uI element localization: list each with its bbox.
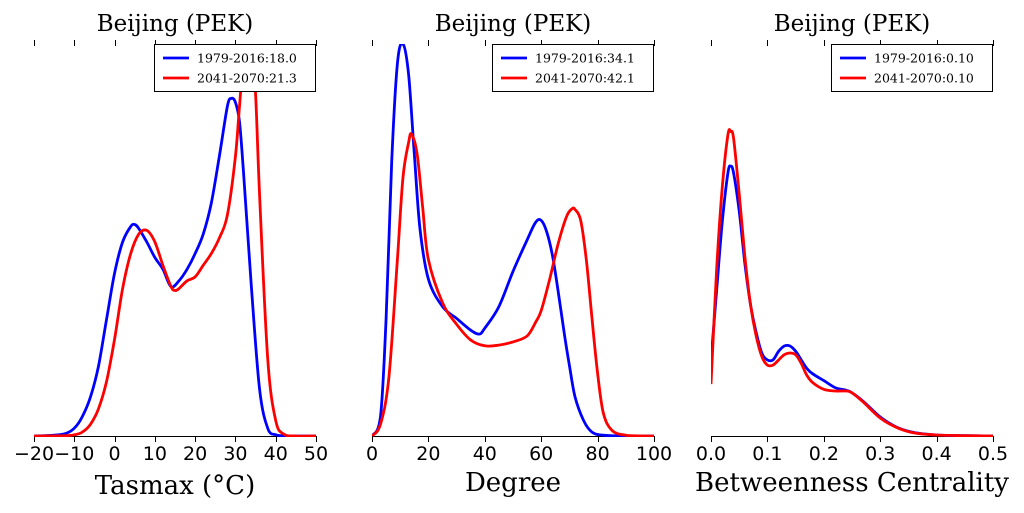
- chart-panel-2: Beijing (PEK) 0 20 40 60 80 100 Degree 1979-2016…: [366, 11, 672, 498]
- series-line-future: [711, 128, 993, 437]
- x-tick-label: 80: [586, 443, 610, 465]
- chart-title: Beijing (PEK): [97, 11, 254, 37]
- legend-box: [492, 44, 654, 92]
- x-tick-label: 0.2: [809, 443, 839, 465]
- x-tick-label: 40: [264, 443, 288, 465]
- x-tick-label: 0.0: [696, 443, 726, 465]
- legend: 1979-2016:18.0 2041-2070:21.3: [154, 44, 316, 92]
- series-line-baseline: [711, 164, 993, 437]
- x-tick-label: 30: [223, 443, 247, 465]
- x-tick-label: 50: [304, 443, 328, 465]
- legend: 1979-2016:0.10 2041-2070:0.10: [831, 44, 993, 92]
- x-tick-label: 0.3: [865, 443, 895, 465]
- chart-title: Beijing (PEK): [774, 11, 931, 37]
- chart-panel-3: Beijing (PEK) 0.0 0.1 0.2 0.3 0.4 0.5 Betweenne…: [695, 11, 1009, 498]
- series-line-baseline: [372, 44, 654, 437]
- x-tick-label: 0: [366, 443, 378, 465]
- x-tick-label: 10: [143, 443, 167, 465]
- x-tick-label: 0.1: [752, 443, 782, 465]
- x-tick-label: 0.4: [921, 443, 951, 465]
- series-line-future: [372, 132, 654, 437]
- legend-label: 1979-2016:0.10: [874, 51, 974, 66]
- x-tick-label: −20: [14, 443, 54, 465]
- x-tick-label: 60: [529, 443, 553, 465]
- legend-label: 2041-2070:0.10: [874, 71, 974, 86]
- legend-label: 2041-2070:42.1: [535, 71, 635, 86]
- chart-title: Beijing (PEK): [435, 11, 592, 37]
- legend: 1979-2016:34.1 2041-2070:42.1: [492, 44, 654, 92]
- legend-box: [831, 44, 993, 92]
- x-tick-label: 0: [109, 443, 121, 465]
- x-axis-label: Betweenness Centrality: [695, 468, 1009, 498]
- x-tick-label: 40: [473, 443, 497, 465]
- x-tick-label: 0.5: [978, 443, 1008, 465]
- legend-box: [154, 44, 316, 92]
- x-tick-label: 20: [183, 443, 207, 465]
- series-line-future: [34, 44, 316, 437]
- series-line-baseline: [34, 96, 316, 437]
- legend-label: 1979-2016:34.1: [535, 51, 635, 66]
- x-axis-label: Degree: [465, 468, 561, 498]
- x-tick-label: 100: [636, 443, 672, 465]
- x-axis-label: Tasmax (°C): [95, 471, 255, 501]
- x-tick-label: 20: [416, 443, 440, 465]
- chart-panel-1: Beijing (PEK) −20 −10 0 10 20 30 40 50 Tasmax (°C…: [14, 11, 328, 501]
- x-tick-label: −10: [54, 443, 94, 465]
- legend-label: 1979-2016:18.0: [197, 51, 297, 66]
- legend-label: 2041-2070:21.3: [197, 71, 297, 86]
